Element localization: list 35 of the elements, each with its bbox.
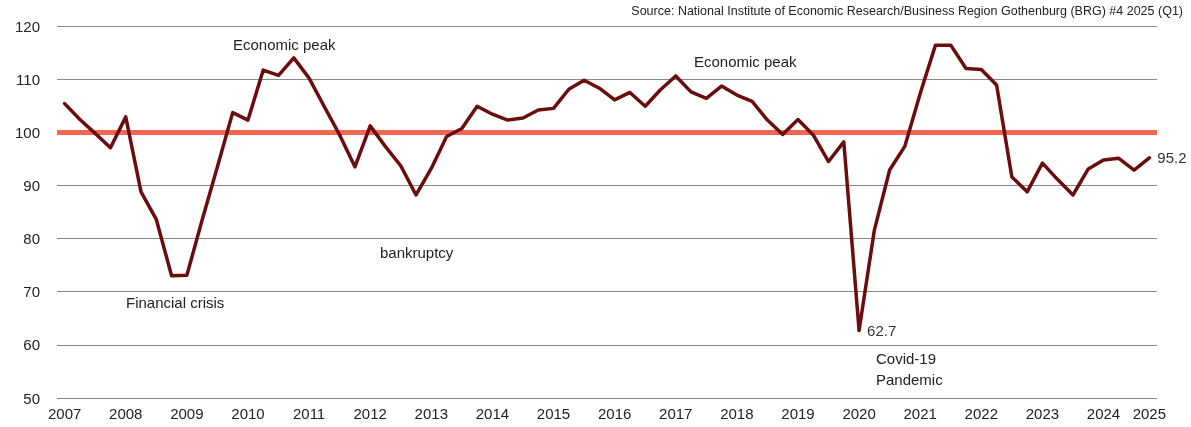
- y-tick-label: 50: [23, 389, 40, 407]
- y-tick-label: 70: [23, 283, 40, 301]
- data-label: 62.7: [867, 322, 897, 340]
- x-tick-label: 2012: [353, 405, 387, 422]
- x-tick-label: 2014: [475, 405, 510, 422]
- x-tick-label: 2020: [842, 405, 876, 422]
- x-tick-label: 2011: [292, 405, 326, 422]
- x-tick-label: 2022: [964, 405, 998, 422]
- y-tick-label: 120: [14, 17, 40, 35]
- y-tick-label: 80: [23, 230, 40, 248]
- y-tick-label: 90: [23, 176, 40, 194]
- x-tick-label: 2008: [109, 405, 143, 422]
- x-tick-label: 2019: [781, 405, 815, 422]
- annotation: Financial crisis: [126, 293, 225, 311]
- x-tick-label: 2009: [170, 405, 204, 422]
- x-tick-label: 2010: [231, 405, 265, 422]
- x-tick-label: 2015: [536, 405, 571, 422]
- x-tick-label: 2021: [903, 405, 937, 422]
- y-tick-label: 60: [23, 336, 40, 354]
- x-tick-label: 2013: [414, 405, 448, 422]
- annotation: Covid-19 Pandemic: [876, 350, 944, 388]
- data-label: 95.2: [1157, 149, 1187, 167]
- y-tick-label: 100: [14, 123, 40, 141]
- annotation: Economic peak: [233, 35, 337, 53]
- x-tick-label: 2025: [1132, 405, 1167, 422]
- x-tick-label: 2016: [597, 405, 632, 422]
- x-tick-label: 2024: [1086, 405, 1121, 422]
- x-tick-label: 2017: [659, 405, 693, 422]
- y-tick-label: 110: [16, 70, 40, 88]
- annotation: bankruptcy: [380, 243, 454, 261]
- x-tick-label: 2007: [47, 405, 82, 422]
- x-tick-label: 2023: [1025, 405, 1060, 422]
- x-tick-label: 2018: [720, 405, 754, 422]
- annotation: Economic peak: [694, 52, 798, 70]
- source-note: Source: National Institute of Economic Research/Business Region Gothenburg (BRG) #4 2025 (Q1): [631, 4, 1184, 18]
